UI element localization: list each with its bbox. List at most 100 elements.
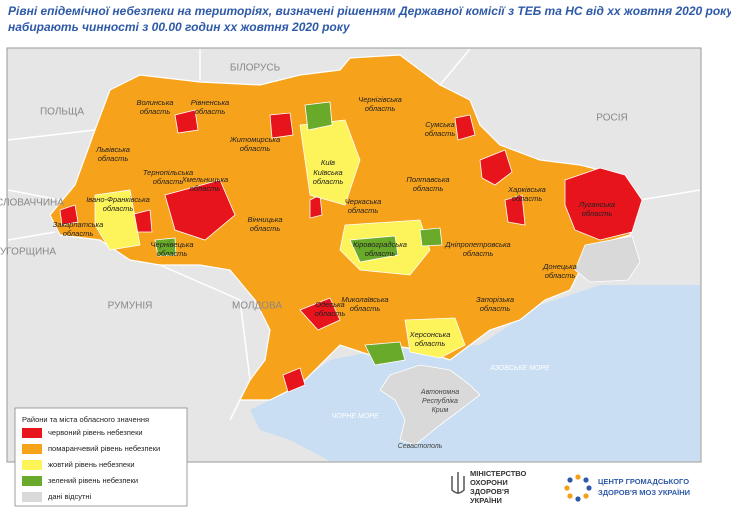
center-logo-dot [567, 493, 573, 499]
oblast-label: область [190, 184, 221, 193]
oblast-label: Вінницька [247, 215, 282, 224]
oblast-label: область [157, 249, 188, 258]
ministry-logo-text: УКРАЇНИ [470, 496, 502, 505]
center-logo-dot [575, 496, 581, 502]
crimea-label: Крим [432, 407, 449, 414]
occupied-area [574, 235, 641, 283]
azov-sea [475, 312, 565, 362]
legend-swatch [22, 444, 42, 454]
oblast-label: область [480, 304, 511, 313]
crimea [379, 364, 481, 446]
title: Рівні епідемічної небезпеки на територія… [8, 4, 731, 18]
country-label: БІЛОРУСЬ [230, 63, 281, 74]
oblast-label: Волинська [137, 98, 174, 107]
oblast-label: Закарпатська [53, 220, 104, 229]
zone [364, 341, 406, 366]
center-logo-text: ЗДОРОВ'Я МОЗ УКРАЇНИ [598, 488, 690, 497]
zone [154, 237, 177, 257]
zone [282, 367, 306, 393]
center-logo-dot [564, 485, 570, 491]
zone [564, 167, 643, 241]
legend-label: помаранчевий рівень небезпеки [48, 444, 160, 453]
center-logo-dot [575, 474, 581, 480]
center-logo-dot [583, 493, 589, 499]
ministry-logo-text: ЗДОРОВ'Я [470, 487, 509, 496]
oblast-label: Житомирська [229, 135, 280, 144]
oblast-label: Черкаська [345, 197, 382, 206]
center-logo-text: ЦЕНТР ГРОМАДСЬКОГО [598, 477, 689, 486]
oblast-label: область [512, 194, 543, 203]
oblast-label: область [348, 206, 379, 215]
country-label: РОСІЯ [596, 113, 627, 124]
oblast-label: Львівська [95, 145, 130, 154]
country-label: РУМУНІЯ [108, 301, 153, 312]
ministry-logo-text: МІНІСТЕРСТВО [470, 469, 527, 478]
country-label: СЛОВАЧЧИНА [0, 198, 64, 209]
zone [59, 204, 79, 226]
oblast-label: область [413, 184, 444, 193]
oblast-label: область [350, 304, 381, 313]
oblast-label: область [365, 104, 396, 113]
oblast-label: область [545, 271, 576, 280]
legend-label: дані відсутні [48, 492, 92, 501]
zone [479, 149, 513, 186]
oblast-label: Миколаївська [341, 295, 388, 304]
oblast-label: Луганська [578, 200, 615, 209]
oblast-label: область [98, 154, 129, 163]
zone [174, 109, 199, 134]
sea [250, 285, 700, 461]
zone [504, 194, 526, 226]
country-label: УГОРЩИНА [0, 247, 56, 258]
oblast-label: область [240, 144, 271, 153]
zone [94, 189, 141, 251]
oblast-label: область [315, 309, 346, 318]
oblast-label: Чернігівська [358, 95, 402, 104]
oblast-label: Дніпропетровська [444, 240, 510, 249]
zone [404, 317, 466, 359]
oblast-label: Рівненська [191, 98, 229, 107]
country-border [7, 231, 56, 241]
legend-swatch [22, 476, 42, 486]
legend-swatch [22, 460, 42, 470]
country-border [7, 129, 96, 141]
zone [419, 227, 443, 247]
oblast-label: Чернівецька [150, 240, 193, 249]
legend-title: Райони та міста обласного значення [22, 415, 149, 424]
oblast-label: Київська [313, 168, 342, 177]
country-border [639, 189, 701, 201]
zone [349, 235, 399, 263]
center-logo-dot [567, 477, 573, 483]
zone [269, 112, 294, 139]
sea-label: ЧОРНЕ МОРЕ [331, 413, 378, 420]
legend-box [14, 407, 188, 507]
crimea-label: Республіка [422, 397, 458, 405]
center-logo-dot [586, 485, 592, 491]
oblast-label: область [463, 249, 494, 258]
crimea-label: Автономна [420, 389, 459, 396]
legend-label: червоний рівень небезпеки [48, 428, 143, 437]
zone [164, 179, 236, 241]
legend-label: жовтий рівень небезпеки [48, 460, 135, 469]
oblast-label: Сумська [425, 120, 455, 129]
trident-logo [451, 472, 465, 494]
oblast-label: Івано-Франківська [86, 195, 150, 204]
sea-label: АЗОВСЬКЕ МОРЕ [489, 365, 550, 372]
country-label: МОЛДОВА [232, 301, 282, 312]
country-border [439, 48, 471, 86]
legend-label: зелений рівень небезпеки [48, 476, 138, 485]
oblast-label: область [415, 339, 446, 348]
city-label: Севастополь [398, 443, 443, 450]
oblast-label: область [103, 204, 134, 213]
oblast-label: Херсонська [409, 330, 451, 339]
oblast-label: Запорізька [476, 295, 514, 304]
oblast-label: область [582, 209, 613, 218]
country-border [7, 189, 61, 201]
ministry-logo-text: ОХОРОНИ [470, 478, 508, 487]
zone [299, 297, 341, 331]
oblast-label: область [153, 177, 184, 186]
oblast-label: область [250, 224, 281, 233]
oblast-label: Донецька [542, 262, 577, 271]
oblast-label: область [365, 249, 396, 258]
zone [299, 119, 361, 206]
